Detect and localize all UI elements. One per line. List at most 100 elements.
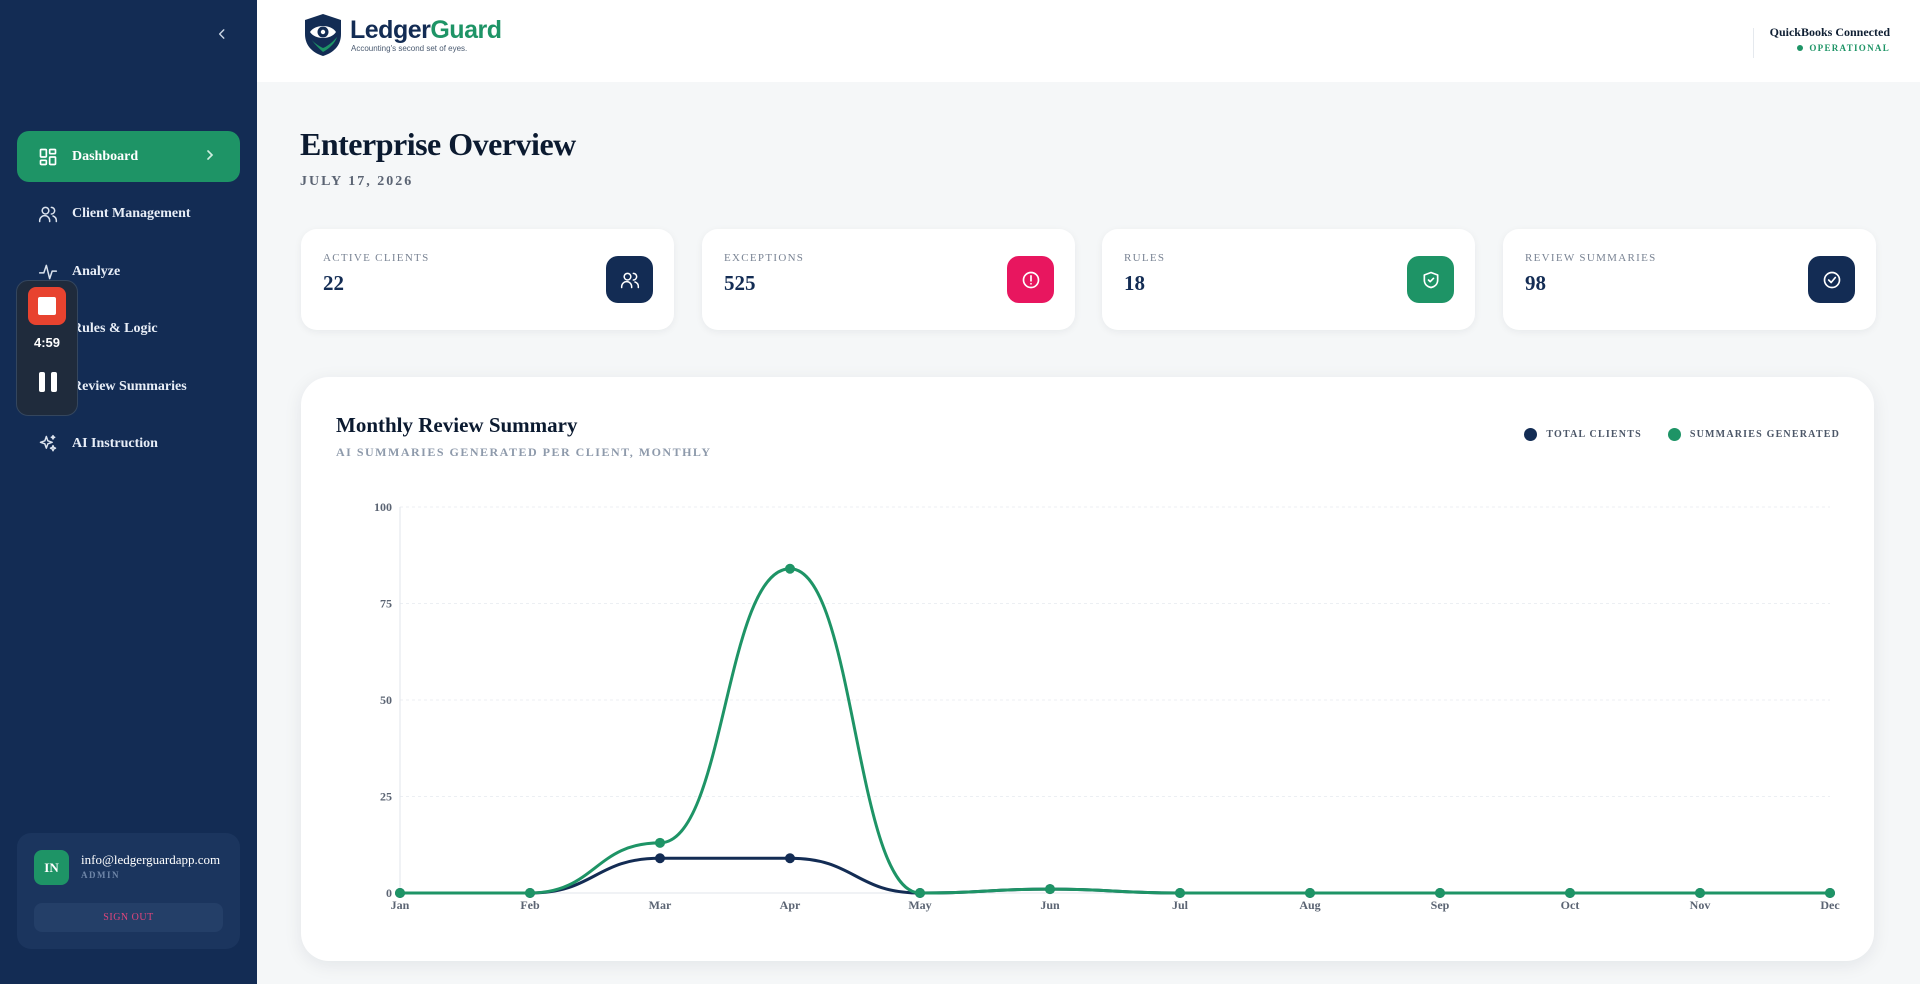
data-point [655,837,665,848]
data-point [1435,888,1445,898]
stat-value: 525 [724,271,756,295]
user-role: ADMIN [81,870,120,880]
stat-value: 22 [323,271,344,295]
chart-title: Monthly Review Summary [336,413,578,437]
legend-dot-icon [1524,428,1538,441]
stat-label: EXCEPTIONS [724,252,805,264]
legend-dot-icon [1667,428,1681,441]
stop-recording-button[interactable] [28,287,66,325]
collapse-sidebar-button[interactable] [210,22,234,46]
stat-card-active-clients: ACTIVE CLIENTS 22 [301,229,674,330]
stop-icon [38,297,56,315]
y-tick-label: 0 [386,886,392,900]
sidebar-item-label: Rules & Logic [72,321,158,336]
sign-out-button[interactable]: SIGN OUT [34,903,223,932]
activity-icon [38,262,58,282]
ledgerguard-logo[interactable]: LedgerGuard Accounting's second set of e… [302,12,502,62]
users-icon [606,256,653,303]
x-tick-label: Nov [1690,898,1711,912]
pause-icon [39,372,45,392]
x-tick-label: Apr [780,898,801,912]
stat-label: REVIEW SUMMARIES [1525,252,1657,264]
legend-item-total-clients[interactable]: TOTAL CLIENTS [1524,428,1642,441]
y-tick-label: 25 [380,790,392,804]
y-tick-label: 75 [380,597,392,611]
pause-recording-button[interactable] [39,372,57,392]
legend-label: TOTAL CLIENTS [1546,429,1642,440]
legend-item-summaries-generated[interactable]: SUMMARIES GENERATED [1667,428,1840,441]
chevron-right-icon [207,150,214,160]
sidebar: Dashboard Client Management Analyze Rule… [0,0,257,984]
sidebar-item-dashboard[interactable]: Dashboard [17,131,240,182]
sidebar-item-label: AI Instruction [72,436,158,451]
chevron-left-icon [218,29,225,39]
sidebar-item-label: Client Management [72,206,191,221]
series-line-1 [398,567,1832,895]
sidebar-item-client-management[interactable]: Client Management [17,189,240,240]
data-point [785,563,795,574]
shield-check-icon [1407,256,1454,303]
data-point [785,853,795,864]
operational-label: OPERATIONAL [1809,43,1890,53]
x-tick-label: Jan [391,898,410,912]
x-tick-label: Sep [1431,898,1450,912]
stat-label: RULES [1124,252,1166,264]
data-point [1045,884,1055,895]
logo-name-guard: Guard [430,16,502,44]
x-tick-label: Jul [1172,898,1189,912]
users-icon [38,204,58,224]
page-title: Enterprise Overview [300,126,576,162]
chart-subtitle: AI SUMMARIES GENERATED PER CLIENT, MONTH… [336,445,712,459]
x-tick-label: Oct [1561,898,1580,912]
x-tick-label: Feb [520,898,540,912]
sidebar-item-label: Review Summaries [72,378,187,394]
sidebar-item-label: Analyze [72,263,121,279]
page-date: JULY 17, 2026 [300,174,414,189]
user-card: IN info@ledgerguardapp.com ADMIN SIGN OU… [17,833,240,949]
x-tick-label: May [908,898,931,912]
data-point [1175,888,1185,898]
quickbooks-status: QuickBooks Connected OPERATIONAL [1770,25,1890,53]
stat-card-rules: RULES 18 [1102,229,1475,330]
data-point [1305,888,1315,898]
stat-label: ACTIVE CLIENTS [323,252,430,264]
data-point [655,853,665,864]
pause-icon-bar [51,372,57,392]
data-point [1695,888,1705,898]
data-point [1565,888,1575,898]
logo-tagline: Accounting's second set of eyes. [351,44,468,53]
stat-card-review-summaries: REVIEW SUMMARIES 98 [1503,229,1876,330]
header-divider [1753,28,1754,58]
chart-legend: TOTAL CLIENTS SUMMARIES GENERATED [1498,428,1840,441]
top-header: LedgerGuard Accounting's second set of e… [257,0,1920,82]
stat-value: 18 [1124,271,1145,295]
data-point [1825,888,1835,898]
status-dot-icon [1797,45,1804,51]
avatar: IN [34,850,69,885]
shield-eye-logo-icon [305,14,341,56]
sidebar-item-label: Dashboard [72,148,139,164]
series-line-0 [398,856,1832,895]
legend-label: SUMMARIES GENERATED [1689,429,1840,440]
data-point [915,888,925,898]
sidebar-item-analyze[interactable]: Analyze [17,246,240,297]
screen-recorder-widget: 4:59 [16,280,78,416]
x-tick-label: Mar [649,898,672,912]
quickbooks-connected-label: QuickBooks Connected [1769,25,1890,39]
data-point [395,888,405,898]
y-tick-label: 50 [380,693,392,707]
check-circle-icon [1808,256,1855,303]
recording-timer: 4:59 [33,335,61,350]
stat-value: 98 [1525,271,1546,295]
y-tick-label: 100 [374,500,392,514]
line-chart: 0 25 50 75 100 Jan Feb Mar Apr May Jun Jul Aug Sep Oct… [374,500,1840,912]
sidebar-item-ai-instruction[interactable]: AI Instruction [17,419,240,470]
user-email: info@ledgerguardapp.com [81,852,221,867]
dashboard-grid-icon [38,147,58,167]
logo-name-ledger: Ledger [350,16,431,44]
stat-card-exceptions: EXCEPTIONS 525 [702,229,1075,330]
monthly-review-chart-card: Monthly Review Summary AI SUMMARIES GENE… [301,377,1874,961]
data-point [525,888,535,898]
x-tick-label: Jun [1040,898,1060,912]
alert-circle-icon [1007,256,1054,303]
